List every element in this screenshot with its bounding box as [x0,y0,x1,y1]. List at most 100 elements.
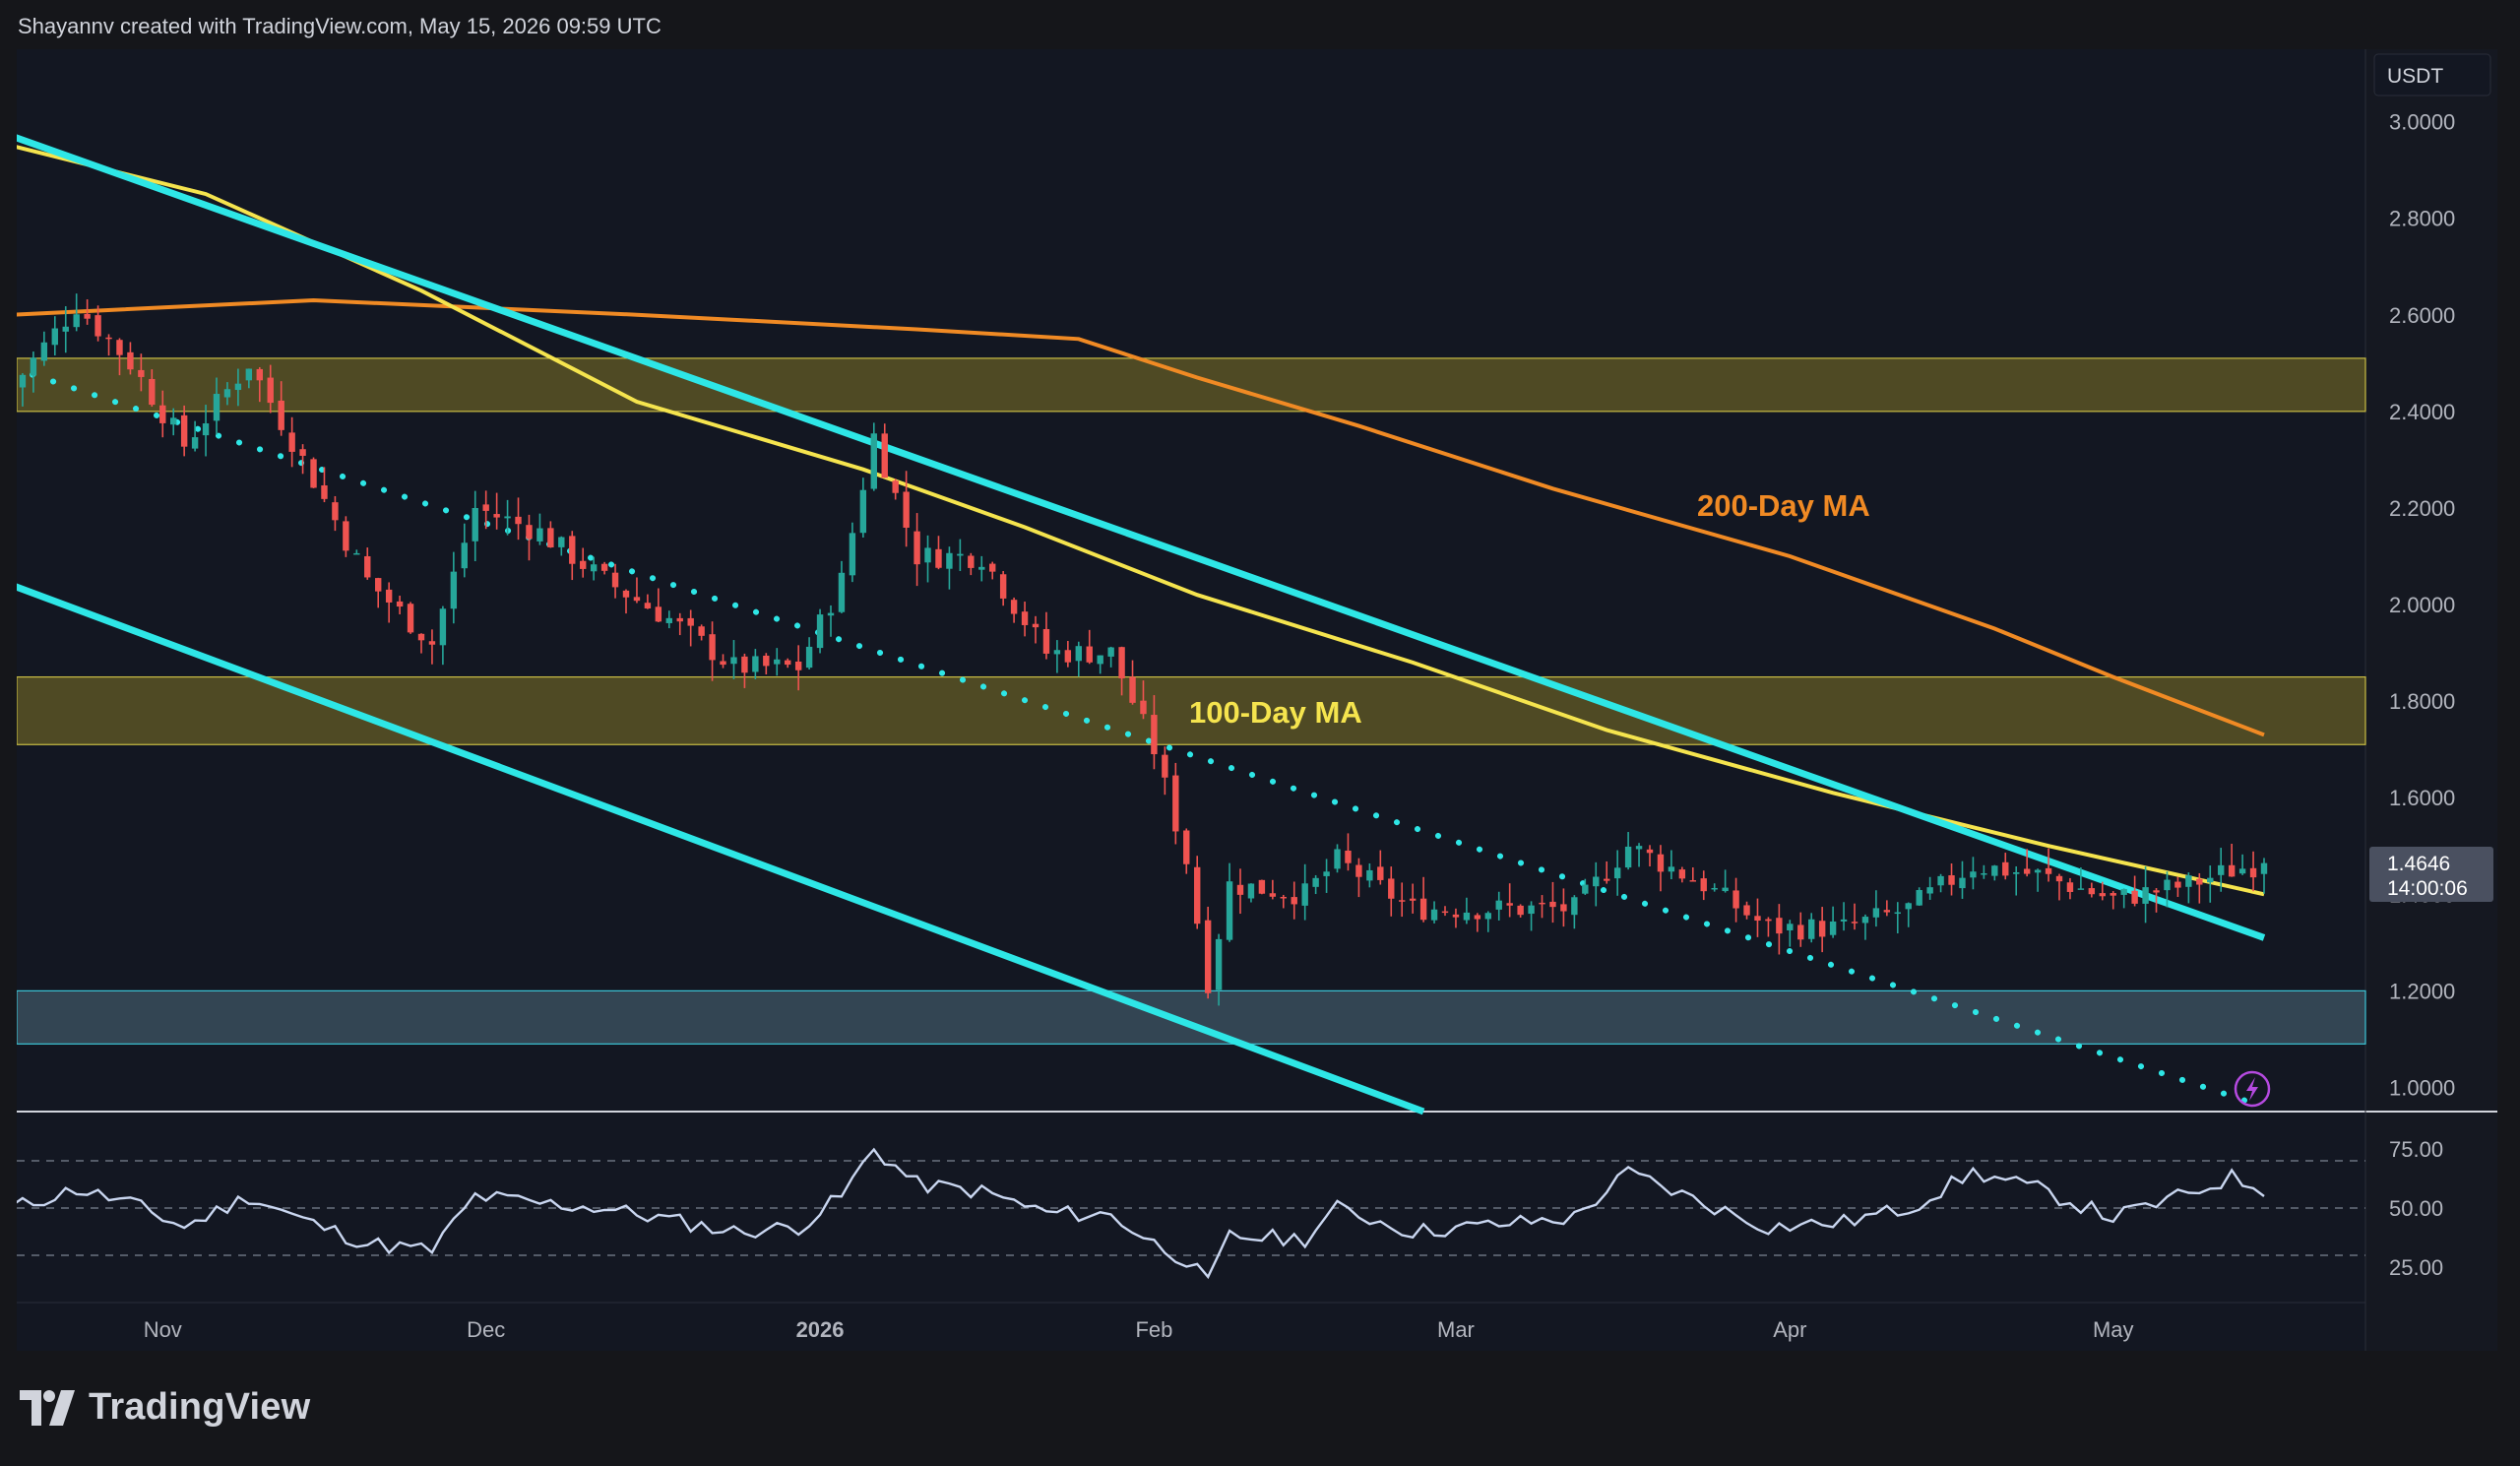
ma100-label: 100-Day MA [1189,695,1362,730]
price-tick-label: 2.8000 [2389,207,2455,231]
candle-body [1301,883,1308,906]
candle-body [493,514,500,518]
time-tick-label: Mar [1437,1317,1475,1342]
price-badge-value: 1.4646 [2387,853,2450,875]
candle-body [1355,864,1362,877]
candle-body [1571,897,1578,916]
channel-layer [9,132,2267,1115]
candle-body [1226,881,1233,940]
candle-body [1959,877,1966,889]
candle-body [816,614,824,649]
candle-body [526,525,533,540]
candle-body [827,612,835,616]
candle-body [2023,868,2031,874]
candle-body [611,572,619,588]
price-tick-label: 1.6000 [2389,786,2455,810]
candle-body [2110,893,2116,896]
candle-body [180,414,188,447]
candle-body [1894,912,1901,915]
candle-body [1312,877,1319,887]
candle-body [2120,888,2127,895]
candle-body [785,660,791,666]
candle-body [1140,700,1147,715]
candle-body [234,383,242,391]
candle-body [2045,867,2052,874]
candle-body [752,656,759,672]
candle-body [1528,905,1535,915]
ma200-label: 200-Day MA [1697,488,1870,523]
price-tick-label: 2.0000 [2389,593,2455,617]
chart-container[interactable]: 3.0000 2.8000 2.6000 2.4000 2.2000 2.0000 1.80… [8,49,2497,1351]
candle-body [1604,878,1610,881]
candle-body [1861,917,1869,924]
candle-body [1905,903,1912,910]
time-tick-label: Feb [1135,1317,1172,1342]
candle-body [698,626,705,636]
candle-body [1377,866,1384,880]
candle-body [138,369,145,377]
candle-body [30,357,37,376]
candle-body [1334,849,1341,869]
chart-attribution: Shayannv created with TradingView.com, M… [18,14,662,38]
candle-body [946,552,953,569]
candle-body [1926,887,1933,894]
candle-body [1204,920,1212,993]
rsi-layer [11,1147,2365,1280]
candle-body [1042,628,1050,654]
candle-body [428,641,436,645]
candle-body [159,405,166,423]
candle-body [1981,873,1987,875]
candle-body [40,342,48,361]
candle-body [2207,877,2214,883]
candle-body [1818,921,1826,937]
rsi-line [11,1147,2265,1280]
candle-body [805,646,813,669]
candle-body [461,542,468,569]
trading-chart[interactable]: 3.0000 2.8000 2.6000 2.4000 2.2000 2.0000 1.80… [8,49,2497,1351]
candle-body [223,389,231,398]
candle-body [127,351,134,370]
candle-body [256,368,263,381]
currency-selector[interactable]: USDT [2373,53,2491,96]
candle-body [1452,914,1460,918]
candle-body [149,378,156,406]
candle-body [1700,878,1707,892]
candle-body [2066,882,2074,892]
candle-body [116,340,123,355]
candle-body [1506,903,1513,906]
candle-body [439,608,447,646]
candle-body [321,485,328,499]
candle-body [1678,869,1686,879]
price-tick-label: 3.0000 [2389,110,2455,135]
candle-body [924,547,931,563]
time-tick-label: May [2093,1317,2134,1342]
candle-body [665,617,672,623]
candle-body [1970,871,1977,878]
candle-body [2034,869,2042,873]
candle-body [1269,893,1277,897]
price-zones [16,357,2366,1045]
candle-body [1916,890,1922,906]
candle-body [385,589,393,603]
candle-body [1883,910,1891,913]
candle-body [1646,849,1654,854]
tradingview-logo[interactable]: TradingView [20,1386,310,1429]
candle-body [472,507,478,542]
ma200-line [11,297,2265,737]
time-tick-label: Dec [467,1317,505,1342]
candle-body [2099,893,2106,897]
price-tick-label: 1.0000 [2389,1075,2455,1100]
candle-body [278,400,284,430]
candle-body [1840,919,1848,922]
candle-body [1593,876,1600,887]
candle-body [73,314,80,328]
rsi-tick-label: 75.00 [2389,1137,2443,1162]
ma100-layer [11,144,2265,897]
candle-body [1183,830,1190,864]
candles-layer [8,293,2268,1006]
alert-lightning-icon[interactable] [2234,1070,2271,1108]
candle-body [1409,898,1417,901]
currency-label[interactable]: USDT [2387,65,2443,88]
candle-body [1776,918,1783,934]
candle-body [2131,890,2138,904]
